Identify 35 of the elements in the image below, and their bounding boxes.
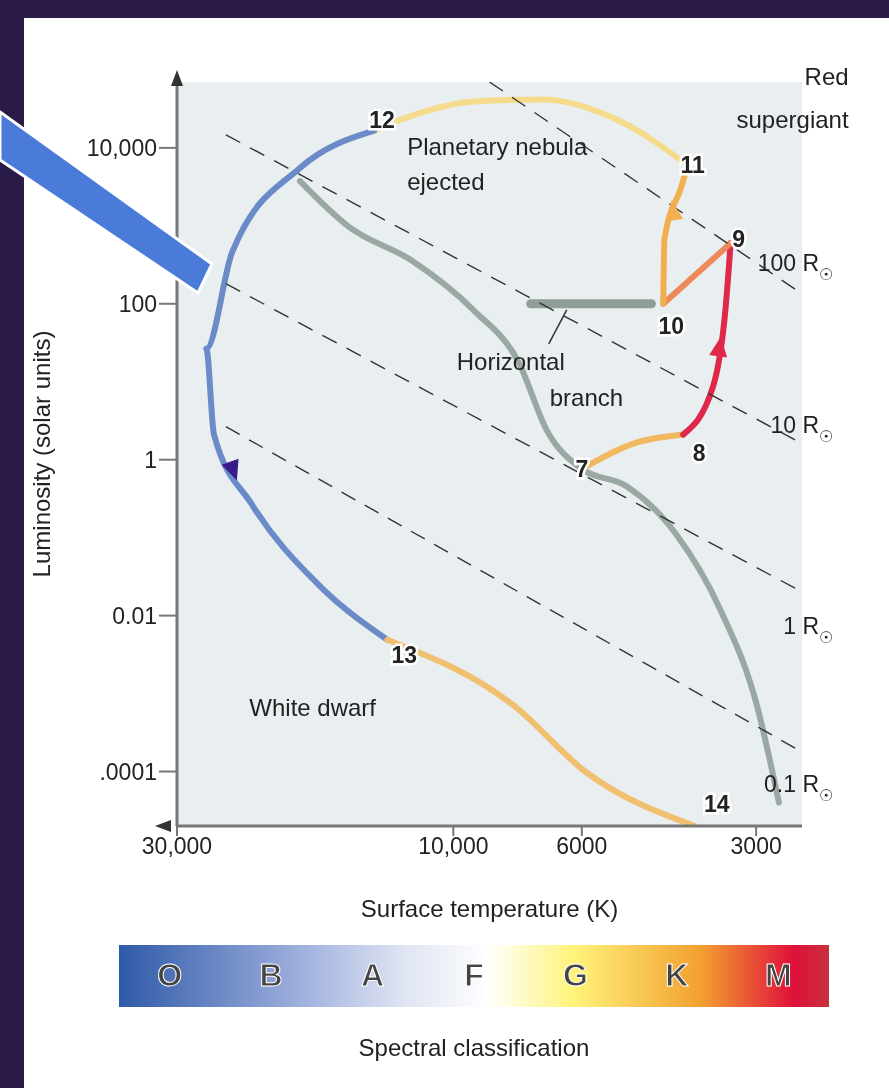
x-tick-label: 10,000: [418, 833, 489, 860]
x-tick-label: 3000: [730, 833, 782, 860]
text: B: [258, 956, 284, 995]
series-label: 100 R$_{☉}$: [757, 250, 834, 284]
y-tick-label: 100: [118, 290, 157, 317]
annotation: 7: [575, 455, 589, 482]
series-label: 1 R$_{☉}$: [783, 613, 834, 647]
y-tick-label: 1: [144, 446, 157, 473]
text: Spectral classification: [357, 1034, 591, 1062]
series-label: 10 R$_{☉}$: [770, 411, 834, 445]
annotation: 9: [732, 226, 746, 253]
annotation: 11: [680, 152, 705, 179]
annotation: Planetary nebula ejected: [407, 132, 588, 195]
y-tick-label: 0.01: [112, 602, 157, 629]
annotation: Red supergiant: [736, 63, 849, 134]
annotation: 8: [692, 439, 706, 466]
x-tick-label: 30,000: [141, 833, 213, 860]
text: K: [664, 956, 690, 995]
text: O: [156, 956, 184, 995]
text: F: [463, 956, 485, 995]
x-axis-title: Surface temperature (K): [359, 895, 620, 923]
text: G: [561, 956, 589, 995]
y-tick-label: .0001: [99, 758, 157, 785]
y-axis-title: Luminosity (solar units): [28, 330, 55, 578]
x-tick-label: 6000: [556, 833, 608, 860]
series-label: 0.1 R$_{☉}$: [764, 771, 834, 805]
annotation: Horizontal branch: [456, 347, 624, 411]
annotation: 14: [703, 791, 730, 817]
text: A: [360, 956, 386, 995]
annotation: White dwarf: [249, 693, 377, 721]
annotation: 12: [369, 106, 395, 133]
y-tick-label: 10,000: [86, 135, 157, 162]
text: M: [763, 956, 793, 995]
annotation: 13: [391, 641, 418, 668]
annotation: 10: [658, 312, 685, 339]
